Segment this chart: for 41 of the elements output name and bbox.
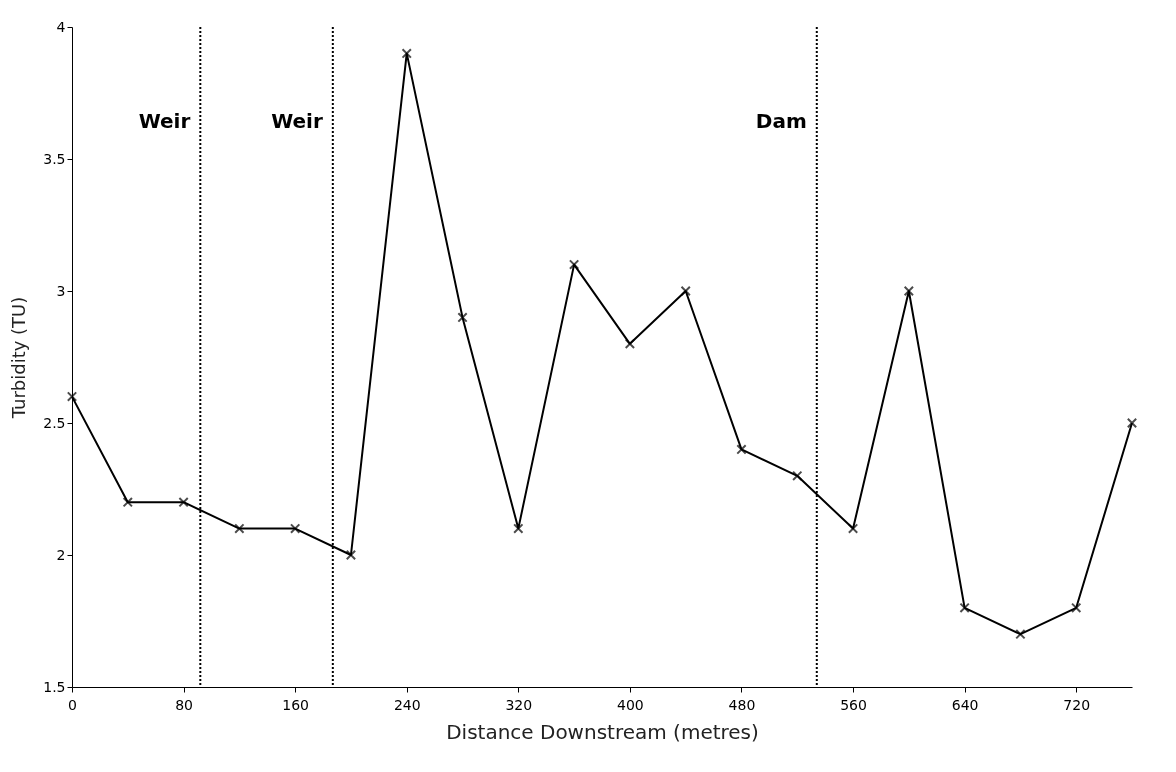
x-tick-label: 80 (175, 696, 193, 713)
point (736, 444, 747, 455)
y-tick-label: 2 (56, 546, 66, 563)
point (178, 497, 189, 508)
y-tick-label: 4 (56, 18, 66, 35)
point (66, 391, 78, 402)
ref-line-label: Weir (138, 109, 191, 133)
point (122, 497, 133, 508)
y-tick-label: 2.5 (43, 414, 66, 431)
point (234, 523, 245, 534)
x-tick-label: 480 (728, 696, 756, 713)
point (680, 285, 691, 297)
x-tick-label: 320 (505, 696, 533, 713)
point (624, 338, 636, 349)
point (345, 549, 357, 561)
point (513, 523, 524, 534)
point (903, 285, 915, 297)
x-tick-label: 160 (282, 696, 310, 713)
ref-line-label: Weir (271, 109, 323, 133)
point (847, 523, 859, 534)
point (959, 602, 970, 613)
y-tick-label: 3 (56, 282, 66, 299)
point (401, 48, 412, 59)
y-axis-title: Turbidity (TU) (8, 296, 30, 420)
point (1071, 602, 1082, 613)
point (457, 312, 468, 323)
point (792, 470, 803, 481)
x-axis-title: Distance Downstream (metres) (446, 719, 759, 744)
point (1126, 417, 1138, 429)
y-tick-label: 3.5 (43, 150, 66, 167)
x-tick-label: 0 (68, 696, 77, 713)
point (568, 259, 580, 270)
ref-line-label: Dam (755, 109, 807, 133)
point (1015, 629, 1026, 640)
x-tick-label: 640 (951, 696, 979, 713)
x-tick-label: 400 (617, 696, 644, 713)
point (289, 523, 301, 534)
y-tick-label: 1.5 (43, 678, 66, 695)
x-tick-label: 560 (840, 696, 867, 713)
x-tick-label: 720 (1063, 696, 1091, 713)
x-tick-label: 240 (393, 696, 421, 713)
